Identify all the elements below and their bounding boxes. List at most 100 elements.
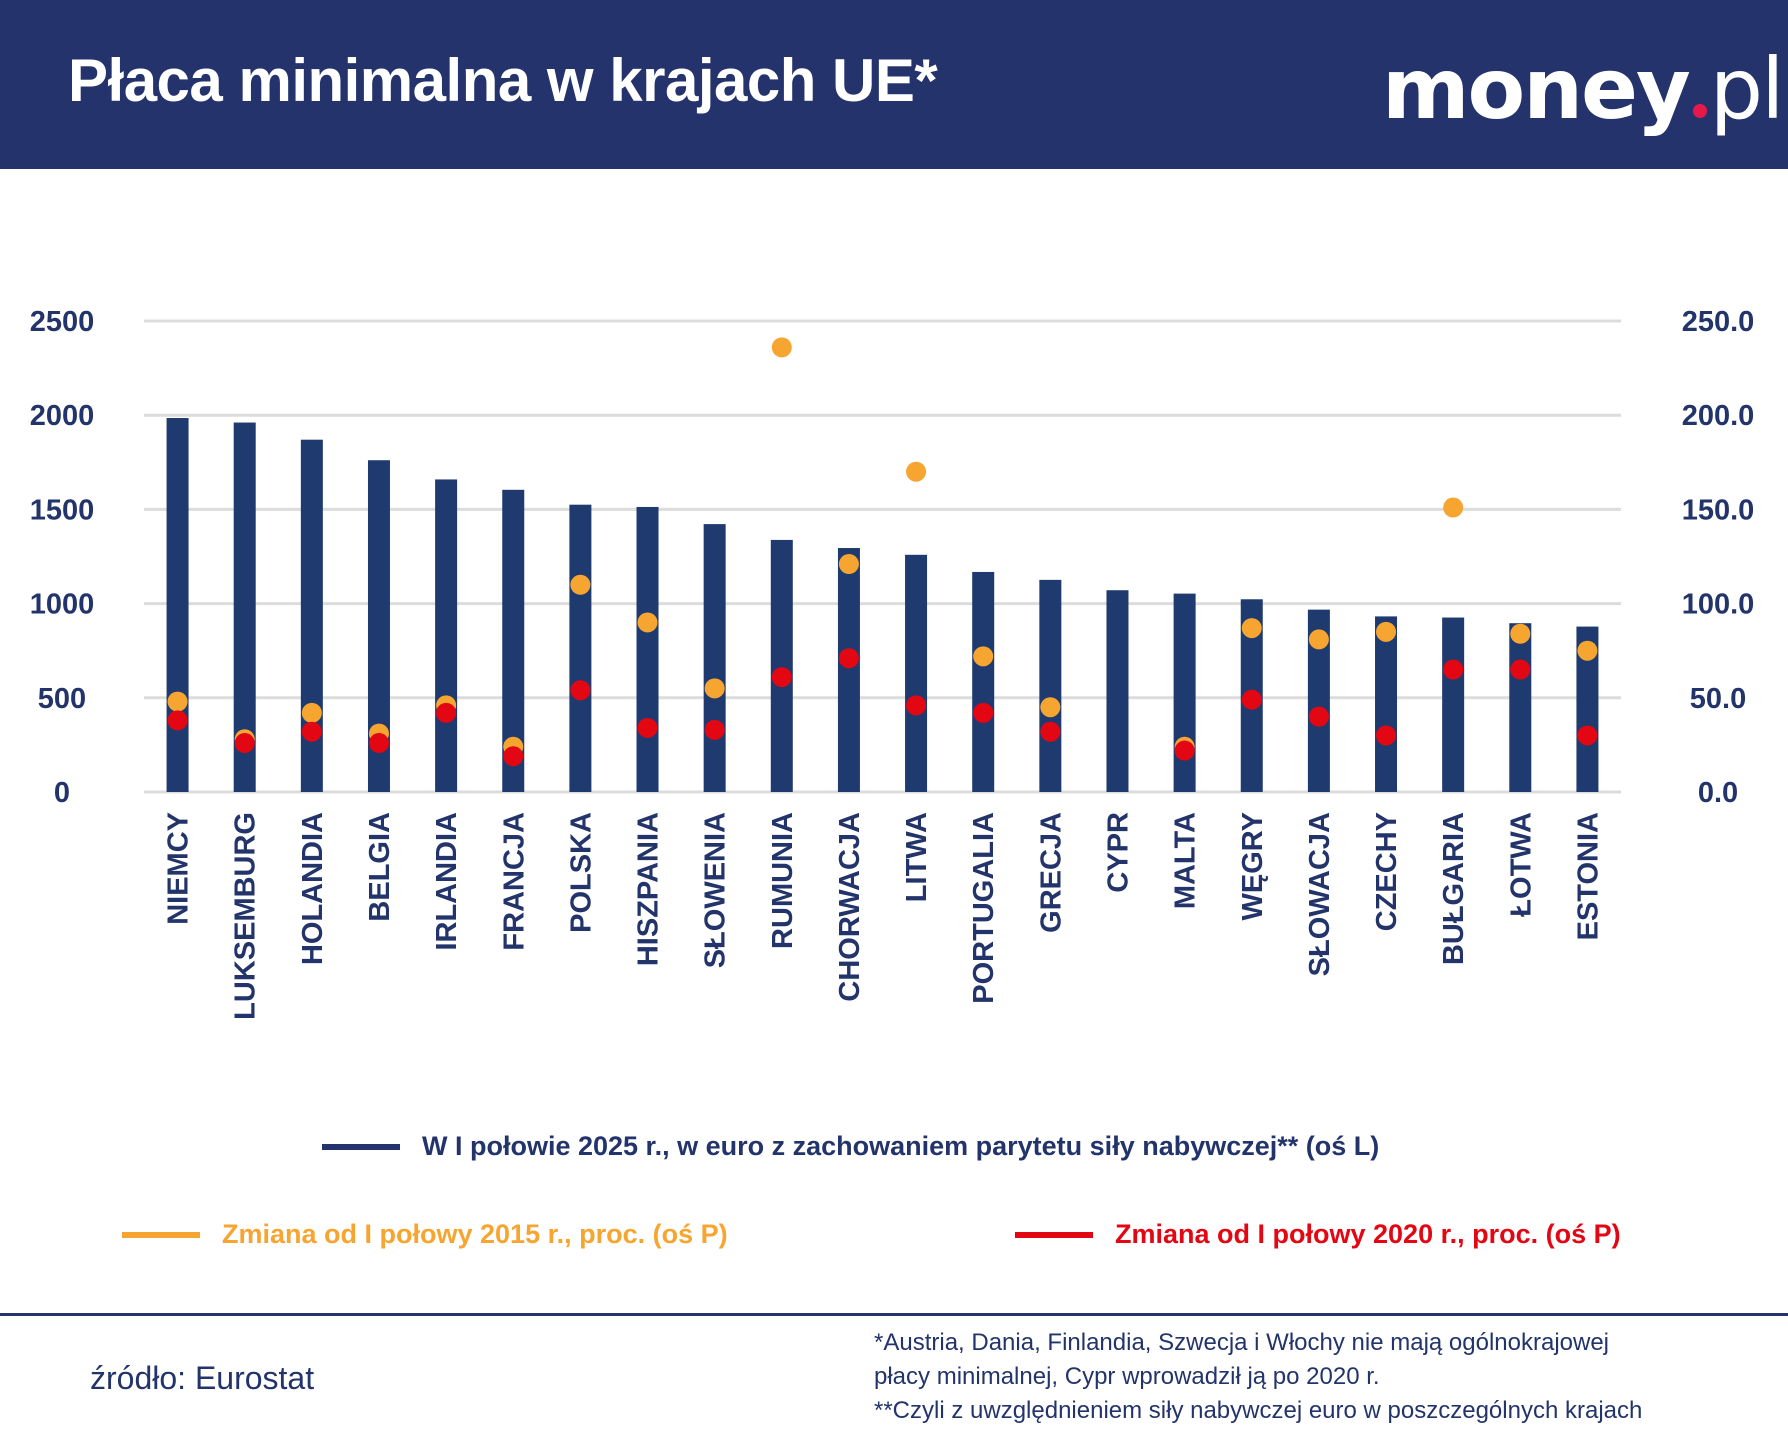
y-right-tick-label: 200.0 (1682, 400, 1755, 432)
bar (636, 506, 659, 792)
dot-2015 (838, 554, 859, 575)
dot-2015 (167, 691, 188, 712)
footnotes: *Austria, Dania, Finlandia, Szwecja i Wł… (874, 1326, 1642, 1428)
bar (569, 504, 592, 792)
y-right-tick-label: 100.0 (1682, 589, 1755, 621)
bar (1375, 616, 1398, 792)
x-tick-label: IRLANDIA (431, 812, 463, 951)
x-tick-label: ESTONIA (1572, 812, 1604, 940)
x-tick-label: RUMUNIA (767, 812, 799, 949)
y-right-tick-label: 0.0 (1698, 777, 1738, 809)
x-tick-label: CHORWACJA (834, 812, 866, 1002)
legend-2020: Zmiana od I połowy 2020 r., proc. (oś P) (1015, 1219, 1621, 1250)
y-right-tick-label: 150.0 (1682, 494, 1755, 526)
bar (502, 489, 525, 792)
y-left-tick-label: 1000 (30, 589, 95, 621)
bar (1576, 626, 1599, 792)
y-right-tick-label: 250.0 (1682, 306, 1755, 338)
bar (905, 554, 928, 792)
x-tick-label: WĘGRY (1237, 812, 1269, 920)
x-tick-label: FRANCJA (498, 812, 530, 951)
y-left-tick-label: 2000 (30, 400, 95, 432)
legend-label: Zmiana od I połowy 2020 r., proc. (oś P) (1115, 1219, 1621, 1249)
bar (1442, 617, 1465, 792)
dot-2020 (1510, 659, 1531, 680)
bar (435, 479, 458, 792)
x-tick-label: CZECHY (1371, 812, 1403, 931)
dot-2015 (704, 678, 725, 699)
x-tick-label: SŁOWENIA (700, 812, 732, 968)
legend-swatch-2020 (1015, 1231, 1093, 1238)
dot-2015 (1040, 697, 1061, 718)
x-tick-label: NIEMCY (163, 812, 195, 925)
x-tick-label: SŁOWACJA (1304, 812, 1336, 976)
dot-2020 (838, 648, 859, 669)
bar (1307, 609, 1330, 792)
legend-label: W I połowie 2025 r., w euro z zachowanie… (422, 1131, 1380, 1161)
x-tick-label: LUKSEMBURG (230, 812, 262, 1020)
dot-2015 (906, 461, 927, 482)
page-title: Płaca minimalna w krajach UE* (68, 47, 938, 114)
bar (300, 439, 323, 792)
bar (837, 548, 860, 792)
dot-2020 (167, 710, 188, 731)
dot-2015 (570, 574, 591, 595)
x-tick-label: POLSKA (565, 812, 597, 933)
x-tick-label: MALTA (1170, 812, 1202, 909)
bar (1173, 593, 1196, 792)
dot-2015 (1308, 629, 1329, 650)
logo-dot (1692, 104, 1707, 118)
dot-2015 (637, 612, 658, 633)
dot-2015 (1577, 640, 1598, 661)
dot-2020 (1040, 721, 1061, 742)
dot-2020 (234, 733, 255, 754)
x-tick-label: GRECJA (1035, 812, 1067, 933)
dot-2020 (704, 719, 725, 740)
dot-2020 (301, 721, 322, 742)
dot-2015 (1241, 618, 1262, 639)
money-pl-logo: money pl (1382, 40, 1784, 138)
x-tick-label: BELGIA (364, 812, 396, 922)
dot-2020 (368, 733, 389, 754)
dot-2020 (771, 667, 792, 688)
bar (367, 460, 390, 792)
header: Płaca minimalna w krajach UE* money pl (0, 0, 1788, 169)
x-tick-label: ŁOTWA (1505, 812, 1537, 917)
legend-bar: W I połowie 2025 r., w euro z zachowanie… (322, 1131, 1379, 1162)
dot-2020 (1174, 740, 1195, 761)
legend-label: Zmiana od I połowy 2015 r., proc. (oś P) (222, 1219, 728, 1249)
dot-2020 (1241, 689, 1262, 710)
dot-2020 (1577, 725, 1598, 746)
dot-2020 (637, 717, 658, 738)
bar (770, 539, 793, 792)
dot-2020 (906, 695, 927, 716)
legend-swatch-2015 (122, 1231, 200, 1238)
x-tick-label: CYPR (1102, 812, 1134, 893)
dot-2015 (301, 702, 322, 723)
dot-2015 (1443, 497, 1464, 518)
y-left-tick-label: 0 (54, 777, 70, 809)
footnote-line: *Austria, Dania, Finlandia, Szwecja i Wł… (874, 1329, 1610, 1356)
footnote-line: płacy minimalnej, Cypr wprowadził ją po … (874, 1363, 1380, 1390)
dot-2020 (436, 702, 457, 723)
dot-2020 (973, 702, 994, 723)
dot-2020 (1443, 659, 1464, 680)
dot-2020 (503, 746, 524, 767)
bar (972, 571, 995, 792)
dot-2015 (1376, 621, 1397, 642)
x-tick-label: HISZPANIA (633, 812, 665, 966)
bar (1039, 579, 1062, 792)
chart: 0 500 1000 1500 2000 2500 0.0 50.0 100.0 150.0 200… (30, 306, 1755, 1020)
dot-2015 (1510, 623, 1531, 644)
dot-2015 (973, 646, 994, 667)
y-left-tick-label: 500 (38, 683, 86, 715)
y-right-tick-label: 50.0 (1690, 683, 1746, 715)
x-tick-label: LITWA (901, 812, 933, 902)
dot-2015 (771, 337, 792, 358)
dot-2020 (570, 680, 591, 701)
bar (1106, 590, 1129, 792)
x-tick-label: BUŁGARIA (1438, 812, 1470, 965)
x-tick-label: PORTUGALIA (968, 812, 1000, 1004)
bar (703, 524, 726, 792)
dot-2020 (1308, 706, 1329, 727)
